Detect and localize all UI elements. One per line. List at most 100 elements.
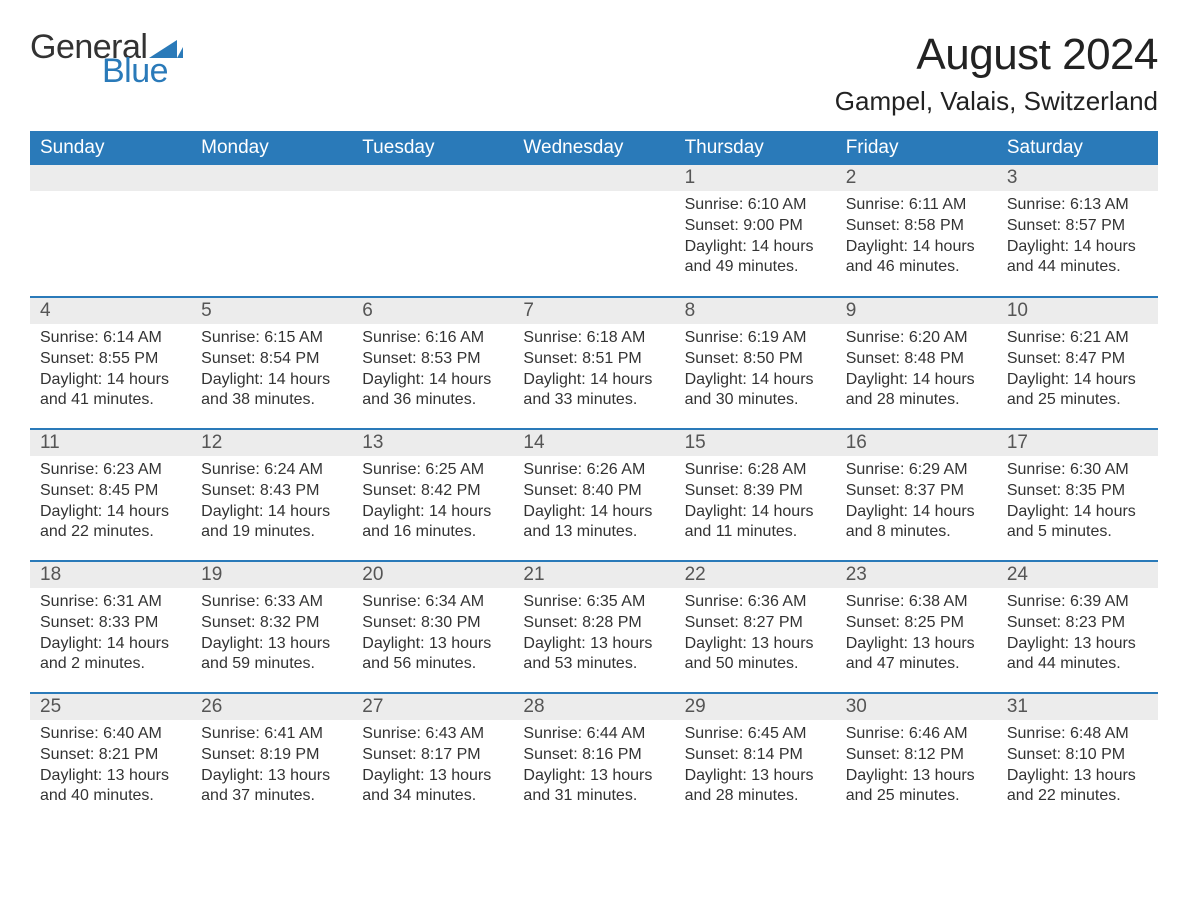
cell-body: Sunrise: 6:25 AMSunset: 8:42 PMDaylight:…	[352, 456, 513, 549]
daylight-line: Daylight: 13 hours and 25 minutes.	[846, 766, 987, 808]
sunset-line: Sunset: 8:43 PM	[201, 481, 342, 502]
sunrise-line: Sunrise: 6:31 AM	[40, 592, 181, 613]
calendar-cell: 13Sunrise: 6:25 AMSunset: 8:42 PMDayligh…	[352, 429, 513, 561]
sunset-line: Sunset: 8:51 PM	[523, 349, 664, 370]
daylight-line: Daylight: 13 hours and 40 minutes.	[40, 766, 181, 808]
sunrise-line: Sunrise: 6:23 AM	[40, 460, 181, 481]
day-number: 23	[836, 562, 997, 588]
sunrise-line: Sunrise: 6:28 AM	[685, 460, 826, 481]
daylight-line: Daylight: 14 hours and 11 minutes.	[685, 502, 826, 544]
sunrise-line: Sunrise: 6:15 AM	[201, 328, 342, 349]
day-number: 14	[513, 430, 674, 456]
day-number: 5	[191, 298, 352, 324]
sunset-line: Sunset: 8:45 PM	[40, 481, 181, 502]
calendar-cell: 14Sunrise: 6:26 AMSunset: 8:40 PMDayligh…	[513, 429, 674, 561]
day-number: 16	[836, 430, 997, 456]
calendar-cell	[191, 165, 352, 297]
daylight-line: Daylight: 14 hours and 13 minutes.	[523, 502, 664, 544]
calendar-cell	[352, 165, 513, 297]
daylight-line: Daylight: 14 hours and 8 minutes.	[846, 502, 987, 544]
cell-body: Sunrise: 6:35 AMSunset: 8:28 PMDaylight:…	[513, 588, 674, 681]
day-number: 29	[675, 694, 836, 720]
day-number: 25	[30, 694, 191, 720]
sunset-line: Sunset: 8:23 PM	[1007, 613, 1148, 634]
calendar-cell: 27Sunrise: 6:43 AMSunset: 8:17 PMDayligh…	[352, 693, 513, 825]
sunset-line: Sunset: 8:58 PM	[846, 216, 987, 237]
cell-body: Sunrise: 6:19 AMSunset: 8:50 PMDaylight:…	[675, 324, 836, 417]
weekday-header: Friday	[836, 131, 997, 165]
daylight-line: Daylight: 14 hours and 30 minutes.	[685, 370, 826, 412]
sunrise-line: Sunrise: 6:40 AM	[40, 724, 181, 745]
logo: General Blue	[30, 30, 183, 88]
cell-body: Sunrise: 6:20 AMSunset: 8:48 PMDaylight:…	[836, 324, 997, 417]
cell-body: Sunrise: 6:15 AMSunset: 8:54 PMDaylight:…	[191, 324, 352, 417]
title-block: August 2024 Gampel, Valais, Switzerland	[835, 30, 1158, 127]
weekday-header: Thursday	[675, 131, 836, 165]
location-subtitle: Gampel, Valais, Switzerland	[835, 86, 1158, 117]
calendar-cell: 22Sunrise: 6:36 AMSunset: 8:27 PMDayligh…	[675, 561, 836, 693]
calendar-week-row: 18Sunrise: 6:31 AMSunset: 8:33 PMDayligh…	[30, 561, 1158, 693]
day-number: 28	[513, 694, 674, 720]
day-number	[352, 165, 513, 191]
sunrise-line: Sunrise: 6:11 AM	[846, 195, 987, 216]
day-number: 15	[675, 430, 836, 456]
cell-body: Sunrise: 6:40 AMSunset: 8:21 PMDaylight:…	[30, 720, 191, 813]
sunset-line: Sunset: 8:21 PM	[40, 745, 181, 766]
cell-body: Sunrise: 6:39 AMSunset: 8:23 PMDaylight:…	[997, 588, 1158, 681]
day-number: 26	[191, 694, 352, 720]
sunset-line: Sunset: 8:10 PM	[1007, 745, 1148, 766]
sunset-line: Sunset: 8:53 PM	[362, 349, 503, 370]
cell-body: Sunrise: 6:18 AMSunset: 8:51 PMDaylight:…	[513, 324, 674, 417]
sunset-line: Sunset: 8:48 PM	[846, 349, 987, 370]
daylight-line: Daylight: 13 hours and 22 minutes.	[1007, 766, 1148, 808]
cell-body: Sunrise: 6:34 AMSunset: 8:30 PMDaylight:…	[352, 588, 513, 681]
cell-body: Sunrise: 6:10 AMSunset: 9:00 PMDaylight:…	[675, 191, 836, 284]
day-number: 31	[997, 694, 1158, 720]
sunrise-line: Sunrise: 6:43 AM	[362, 724, 503, 745]
day-number: 19	[191, 562, 352, 588]
day-number: 12	[191, 430, 352, 456]
day-number	[30, 165, 191, 191]
calendar-cell: 9Sunrise: 6:20 AMSunset: 8:48 PMDaylight…	[836, 297, 997, 429]
sunrise-line: Sunrise: 6:48 AM	[1007, 724, 1148, 745]
cell-body: Sunrise: 6:33 AMSunset: 8:32 PMDaylight:…	[191, 588, 352, 681]
day-number: 13	[352, 430, 513, 456]
sunset-line: Sunset: 8:39 PM	[685, 481, 826, 502]
daylight-line: Daylight: 13 hours and 28 minutes.	[685, 766, 826, 808]
cell-body: Sunrise: 6:26 AMSunset: 8:40 PMDaylight:…	[513, 456, 674, 549]
calendar-cell: 21Sunrise: 6:35 AMSunset: 8:28 PMDayligh…	[513, 561, 674, 693]
day-number: 1	[675, 165, 836, 191]
sunrise-line: Sunrise: 6:34 AM	[362, 592, 503, 613]
calendar-week-row: 4Sunrise: 6:14 AMSunset: 8:55 PMDaylight…	[30, 297, 1158, 429]
day-number: 18	[30, 562, 191, 588]
month-title: August 2024	[835, 30, 1158, 80]
weekday-header: Monday	[191, 131, 352, 165]
sunset-line: Sunset: 9:00 PM	[685, 216, 826, 237]
daylight-line: Daylight: 13 hours and 31 minutes.	[523, 766, 664, 808]
daylight-line: Daylight: 13 hours and 56 minutes.	[362, 634, 503, 676]
daylight-line: Daylight: 14 hours and 38 minutes.	[201, 370, 342, 412]
sunrise-line: Sunrise: 6:10 AM	[685, 195, 826, 216]
day-number: 9	[836, 298, 997, 324]
daylight-line: Daylight: 14 hours and 25 minutes.	[1007, 370, 1148, 412]
calendar-week-row: 11 Sunrise: 6:23 AMSunset: 8:45 PM Dayligh…	[30, 429, 1158, 561]
day-number	[513, 165, 674, 191]
calendar-cell: 8Sunrise: 6:19 AMSunset: 8:50 PMDaylight…	[675, 297, 836, 429]
day-number: 6	[352, 298, 513, 324]
cell-body: Sunrise: 6:46 AMSunset: 8:12 PMDaylight:…	[836, 720, 997, 813]
daylight-line: Daylight: 13 hours and 47 minutes.	[846, 634, 987, 676]
cell-body: Sunrise: 6:30 AMSunset: 8:35 PMDaylight:…	[997, 456, 1158, 549]
daylight-line: Daylight: 14 hours and 19 minutes.	[201, 502, 342, 544]
sunset-line: Sunset: 8:57 PM	[1007, 216, 1148, 237]
day-number: 27	[352, 694, 513, 720]
calendar-cell: 24Sunrise: 6:39 AMSunset: 8:23 PMDayligh…	[997, 561, 1158, 693]
cell-body: Sunrise: 6:36 AMSunset: 8:27 PMDaylight:…	[675, 588, 836, 681]
calendar-cell: 15 Sunrise: 6:28 AMSunset: 8:39 PMDayligh…	[675, 429, 836, 561]
cell-body: Sunrise: 6:16 AMSunset: 8:53 PMDaylight:…	[352, 324, 513, 417]
day-number: 24	[997, 562, 1158, 588]
day-number: 11	[30, 430, 191, 456]
calendar-cell: 25Sunrise: 6:40 AMSunset: 8:21 PMDayligh…	[30, 693, 191, 825]
cell-body: Sunrise: 6:45 AMSunset: 8:14 PMDaylight:…	[675, 720, 836, 813]
daylight-line: Daylight: 14 hours and 2 minutes.	[40, 634, 181, 676]
day-number: 21	[513, 562, 674, 588]
